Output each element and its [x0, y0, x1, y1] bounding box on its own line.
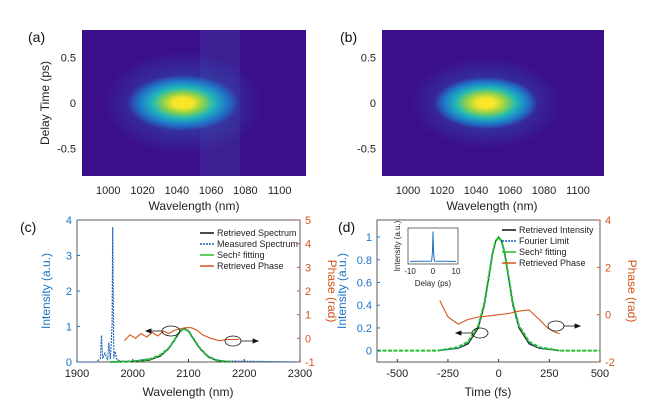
panel-c-xtick: 1900: [65, 368, 89, 380]
panel-c-ylabel: Intensity (a.u.): [39, 253, 53, 329]
panel-b-ytick: -0.5: [357, 144, 376, 156]
panel-d-ytick: 0.4: [357, 300, 372, 312]
panel-a-xtick: 1020: [130, 185, 154, 197]
panel-b-xtick: 1080: [532, 185, 556, 197]
panel-a-xtick: 1000: [96, 185, 120, 197]
panel-d-ytick: 0.8: [357, 255, 372, 267]
panel-c-ytick: 1: [66, 322, 72, 334]
panel-d-xtick: -250: [437, 368, 459, 380]
panel-c-ytick-right: 2: [305, 286, 311, 298]
panel-d-xlabel: Time (fs): [465, 385, 512, 399]
panel-d-xtick: 500: [591, 368, 609, 380]
panel-d: (d) 0 0.2 0.4 0.6 0.8 1 -2 0 2 4 -500 -250 0 250 500…: [335, 215, 639, 399]
panel-c-xtick: 2300: [288, 368, 312, 380]
panel-c-ytick-right: 0: [305, 333, 311, 345]
panel-c-ytick-right: 3: [305, 262, 311, 274]
panel-a-xtick: 1100: [268, 185, 292, 197]
panel-c-ytick: 2: [66, 286, 72, 298]
panel-d-annotations: [454, 320, 582, 339]
panel-d-ylabel: Intensity (a.u.): [335, 253, 349, 329]
panel-c-xlabel: Wavelength (nm): [143, 385, 234, 399]
panel-d-series-3: [439, 300, 560, 335]
panel-c-xtick: 2100: [176, 368, 200, 380]
panel-a: (a) 0.5 0 -0.5 1000 1020 1040 1060 1080 1100 De…: [28, 29, 306, 213]
panel-b-ytick: 0.5: [361, 52, 376, 64]
panel-d-ytick: 0.6: [357, 277, 372, 289]
panel-d-ytick: 0.2: [357, 323, 372, 335]
panel-a-xtick: 1040: [165, 185, 189, 197]
inset-xtick: 0: [431, 267, 436, 276]
panel-b-xtick: 1060: [498, 185, 522, 197]
inset-series-line: [409, 231, 457, 262]
panel-c-legend-label: Retrieved Phase: [217, 261, 284, 271]
panel-b-xtick: 1020: [430, 185, 454, 197]
panel-c-xtick: 2200: [232, 368, 256, 380]
panel-d-ytick-right: 4: [605, 215, 611, 227]
panel-d-ytick: 0: [366, 346, 372, 358]
panel-c-label: (c): [20, 219, 36, 235]
panel-d-ylabel-right: Phase (rad): [625, 260, 639, 323]
panel-a-label: (a): [28, 29, 45, 45]
panel-a-ytick: -0.5: [57, 144, 76, 156]
panel-c-legend-label: Sech² fitting: [217, 250, 265, 260]
panel-c-series-3: [124, 327, 239, 342]
panel-d-series-0: [437, 236, 560, 352]
panel-d-legend-label: Sech² fitting: [519, 247, 567, 257]
panel-b-label: (b): [340, 29, 357, 45]
panel-d-frame: [376, 219, 601, 363]
panel-d-legend-label: Fourier Limit: [519, 236, 570, 246]
panel-c-ytick-right: 5: [305, 215, 311, 227]
panel-b: (b) 0.5 0 -0.5 1000 1020 1040 1060 1080 1100 Wa…: [340, 29, 604, 213]
panel-c-legend-label: Measured Spectrum: [217, 239, 298, 249]
inset-xtick: -10: [404, 267, 416, 276]
panel-a-ytick: 0.5: [61, 52, 76, 64]
inset-xtick: 10: [452, 267, 461, 276]
panel-d-legend-label: Retrieved Phase: [519, 258, 586, 268]
panel-c-ytick-right: 1: [305, 310, 311, 322]
panel-c-ytick-right: -1: [305, 357, 315, 369]
panel-d-legend-label: Retrieved Intensity: [519, 225, 594, 235]
panel-d-xtick: -500: [386, 368, 408, 380]
panel-c-ytick: 0: [66, 357, 72, 369]
panel-a-xtick: 1060: [199, 185, 223, 197]
panel-c-legend-label: Retrieved Spectrum: [217, 228, 297, 238]
panel-c-series-2: [110, 327, 231, 363]
panel-c-annotations: [144, 325, 260, 347]
panel-a-ylabel: Delay Time (ps): [38, 61, 52, 145]
panel-b-ytick: 0: [370, 98, 376, 110]
panel-c-ytick-right: 4: [305, 239, 311, 251]
panel-d-xtick: 0: [496, 368, 502, 380]
inset-xlabel: Delay (ps): [415, 279, 452, 288]
inset-ylabel: Intensity (a.u.): [393, 220, 402, 271]
panel-b-xtick: 1100: [566, 185, 590, 197]
panel-c-ylabel-right: Phase (rad): [325, 260, 339, 323]
panel-a-heatmap-peak: [127, 75, 239, 131]
panel-b-xtick: 1000: [396, 185, 420, 197]
panel-a-xtick: 1080: [233, 185, 257, 197]
panel-d-ytick-right: 0: [605, 310, 611, 322]
panel-d-ytick: 1: [366, 232, 372, 244]
panel-c-ytick: 4: [66, 215, 72, 227]
panel-d-label: (d): [338, 219, 355, 235]
panel-b-xtick: 1040: [464, 185, 488, 197]
panel-c-xtick: 2000: [121, 368, 145, 380]
panel-d-series-2: [377, 235, 600, 352]
panel-d-ytick-right: -2: [605, 357, 615, 369]
panel-d-inset: -10 0 10 Intensity (a.u.) Delay (ps): [393, 220, 461, 288]
panel-b-heatmap-peak: [434, 77, 538, 129]
panel-d-xtick: 250: [540, 368, 558, 380]
panel-b-xlabel: Wavelength (nm): [447, 199, 538, 213]
panel-d-ytick-right: 2: [605, 262, 611, 274]
panel-a-ytick: 0: [70, 98, 76, 110]
panel-c-ytick: 3: [66, 251, 72, 263]
panel-a-xlabel: Wavelength (nm): [149, 199, 240, 213]
